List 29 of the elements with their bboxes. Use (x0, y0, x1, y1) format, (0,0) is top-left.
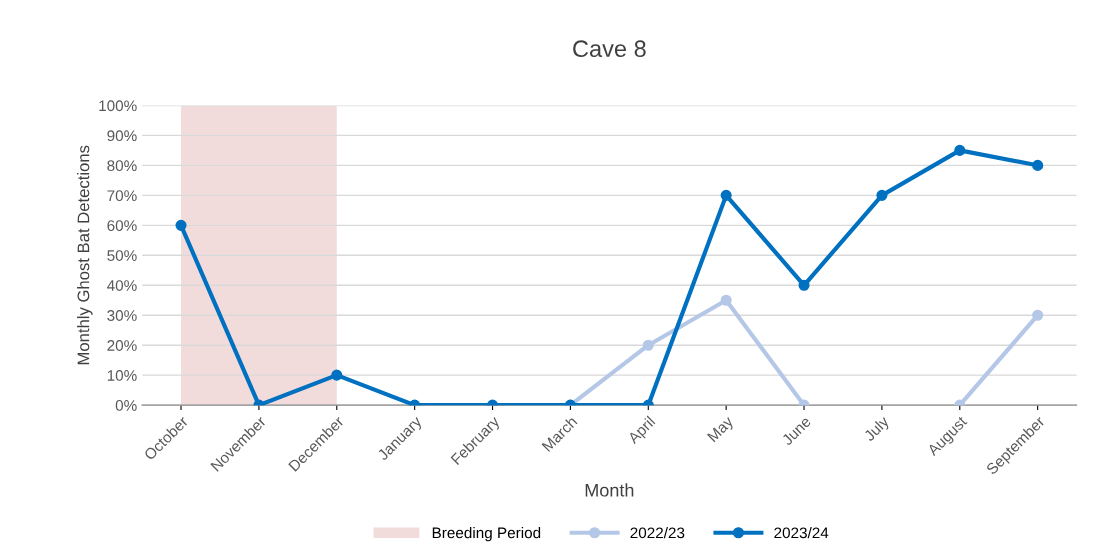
y-tick-label: 40% (107, 280, 137, 291)
point (1032, 159, 1044, 171)
x-axis-title: Month (585, 483, 634, 497)
point (1032, 309, 1044, 321)
x-tick-label: July (862, 414, 892, 444)
y-tick-label: 60% (107, 220, 137, 232)
y-tick-label: 90% (107, 130, 137, 142)
y-tick-label: 50% (107, 250, 137, 261)
y-tick-label: 80% (107, 160, 137, 172)
legend-label: Breeding Period (432, 527, 541, 542)
y-tick-label: 0% (115, 400, 137, 411)
legend-label: 2022/23 (630, 527, 685, 539)
point (876, 189, 888, 201)
point (720, 189, 732, 201)
x-tick-label: May (707, 415, 737, 445)
legend-label: 2023/24 (774, 527, 829, 539)
point (798, 279, 810, 291)
point (175, 219, 187, 231)
chart-title: Cave 8 (573, 40, 646, 58)
point (954, 144, 966, 156)
y-axis-title: Monthly Ghost Bat Detections (77, 145, 93, 365)
y-tick-label: 30% (107, 310, 137, 321)
y-tick-label: 100% (99, 100, 137, 112)
point (642, 339, 654, 351)
point (720, 294, 732, 306)
y-tick-label: 70% (107, 190, 137, 202)
y-tick-label: 10% (107, 370, 137, 381)
point (331, 369, 343, 381)
y-tick-label: 20% (107, 340, 137, 351)
